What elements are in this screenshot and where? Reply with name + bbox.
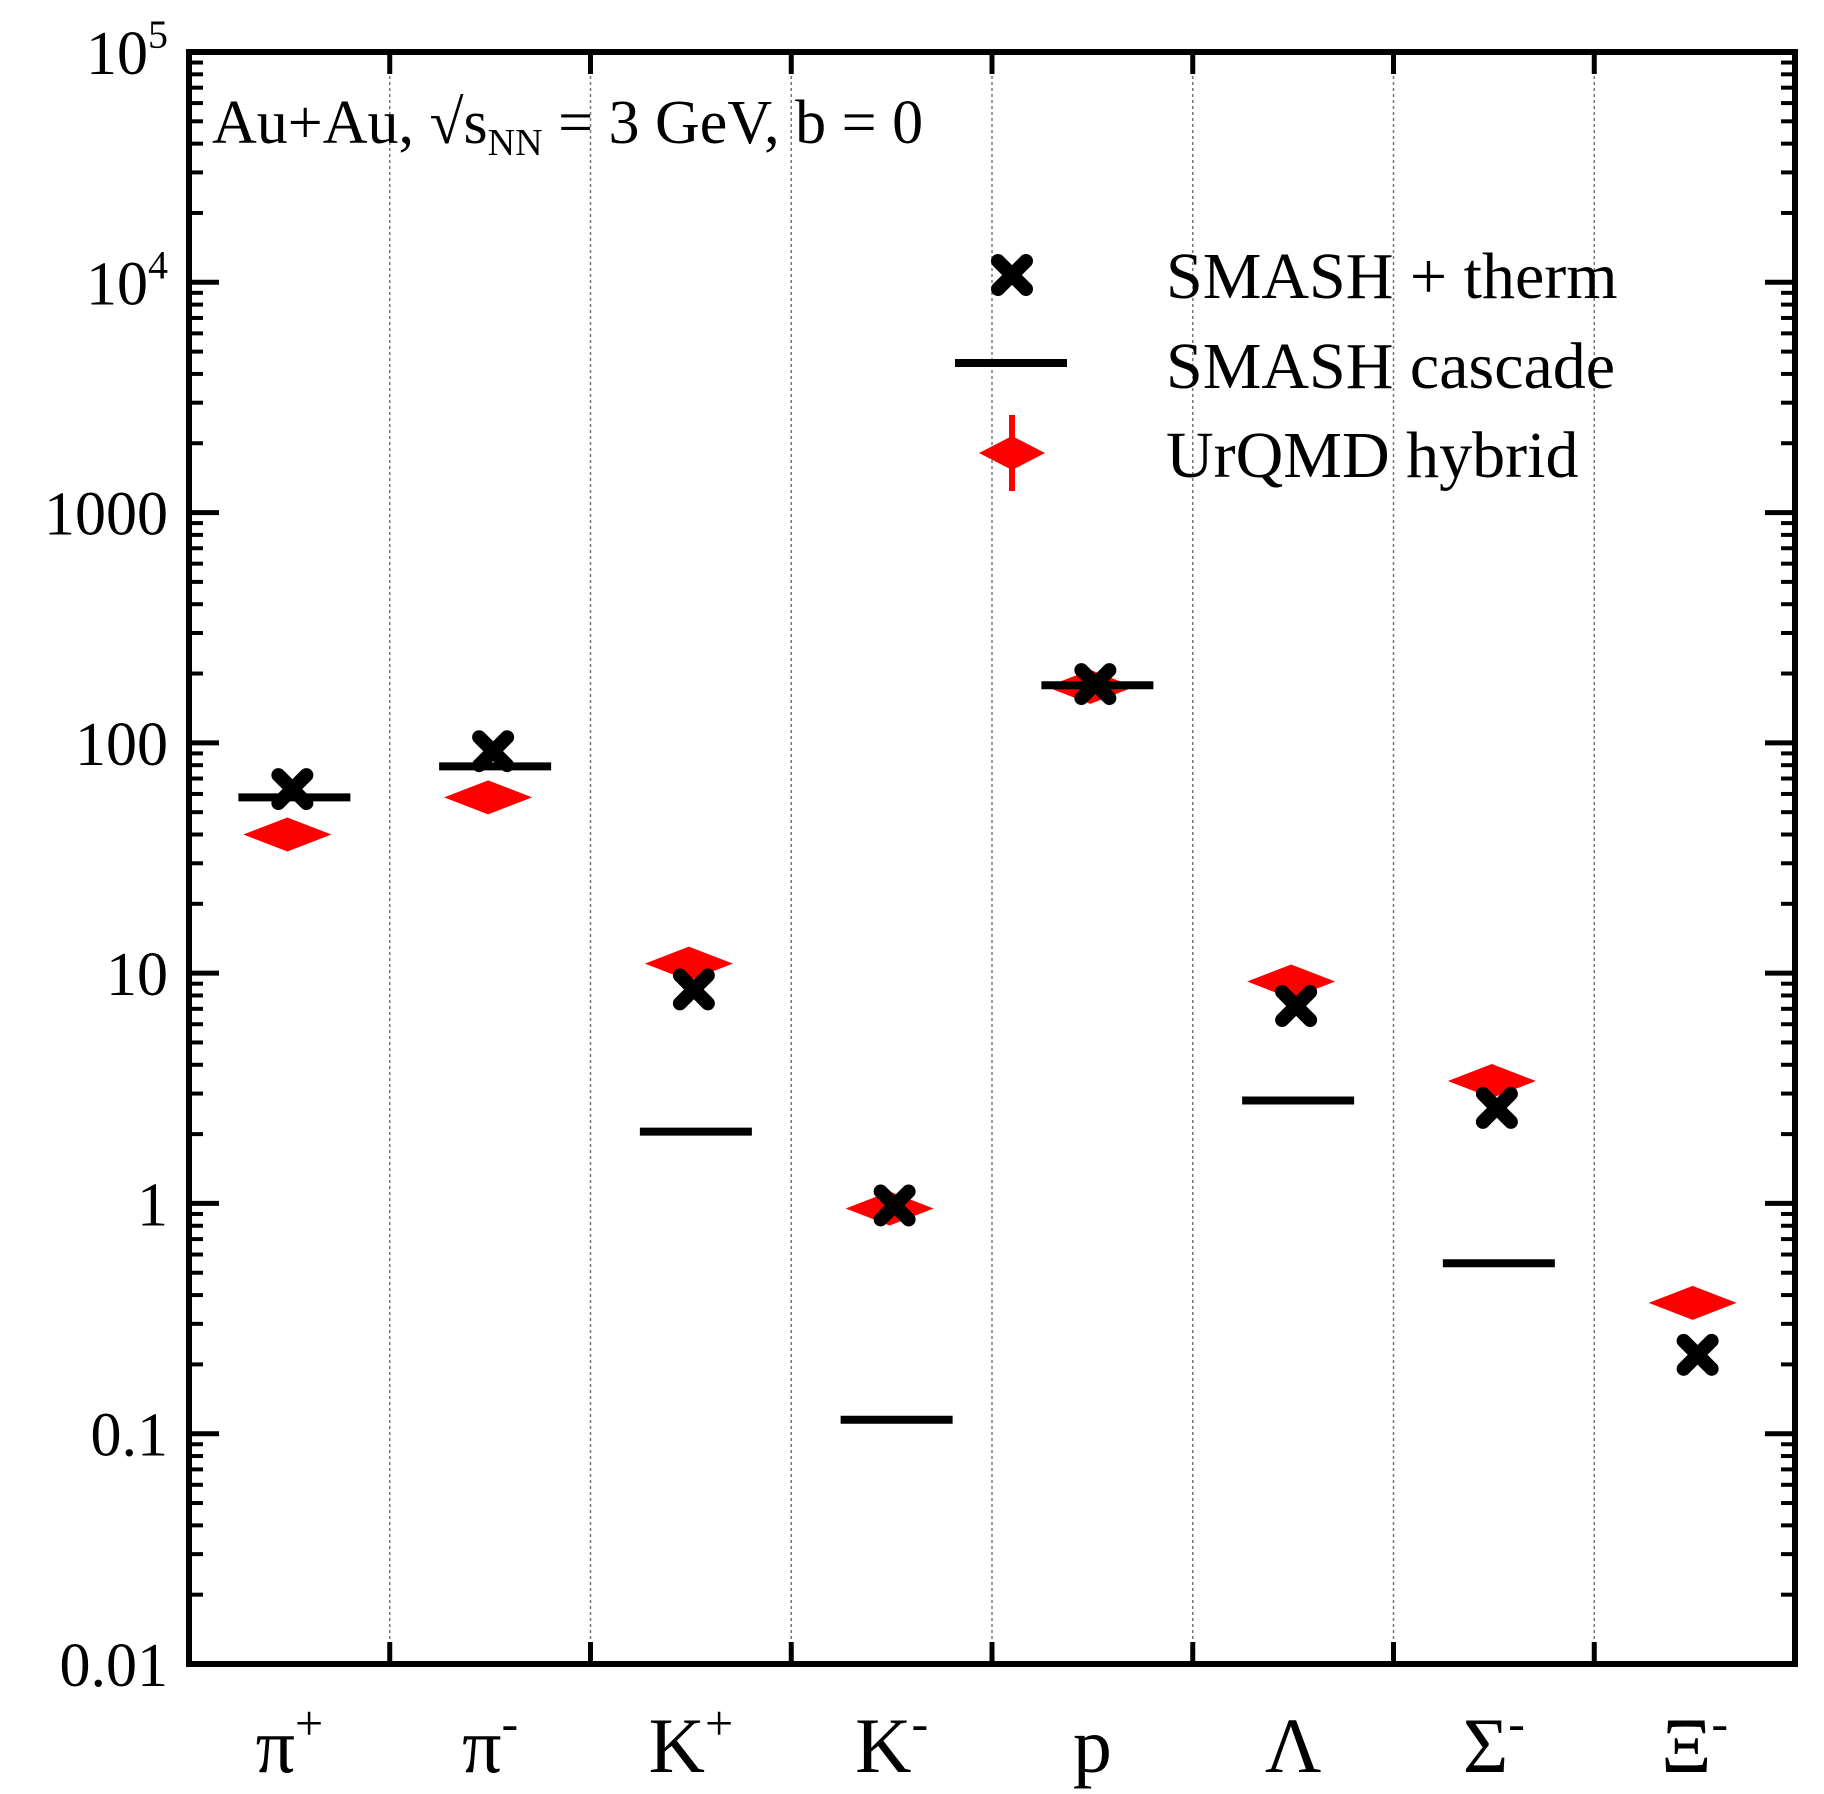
smash-therm-point — [1676, 1333, 1719, 1376]
smash-therm-point — [1275, 984, 1318, 1027]
legend-entry-smash-therm: SMASH + therm — [991, 240, 1618, 313]
urqmd-hybrid-point — [1648, 1285, 1737, 1320]
annotation-prefix: Au+Au, √s — [212, 89, 488, 157]
x-tick-label: K+ — [649, 1695, 734, 1789]
smash-therm-point — [873, 1184, 916, 1227]
legend-label-urqmd-hybrid: UrQMD hybrid — [1166, 419, 1578, 492]
y-tick-label: 10 — [106, 941, 168, 1009]
legend-label-smash-therm: SMASH + therm — [1166, 240, 1618, 313]
grid-lines — [389, 52, 1595, 1664]
legend-marker-diamond — [979, 415, 1045, 491]
y-tick-label: 1 — [137, 1171, 168, 1239]
y-tick-label: 100 — [75, 711, 168, 779]
y-tick-label: 105 — [86, 12, 168, 88]
annotation-text: Au+Au, √sNN = 3 GeV, b = 0 — [212, 89, 923, 164]
data-marks — [238, 663, 1737, 1424]
y-tick-label: 1000 — [44, 481, 168, 549]
y-tick-label: 0.1 — [91, 1402, 169, 1470]
annotation-suffix: = 3 GeV, b = 0 — [543, 89, 924, 157]
smash-therm-point — [271, 768, 314, 811]
legend-label-smash-cascade: SMASH cascade — [1166, 330, 1615, 403]
x-tick-label: π+ — [256, 1695, 324, 1789]
x-tick-label: K- — [855, 1695, 928, 1789]
legend-entry-smash-cascade: SMASH cascade — [955, 330, 1615, 403]
x-tick-label: Ξ- — [1661, 1695, 1728, 1789]
legend-marker-x — [991, 254, 1033, 296]
urqmd-hybrid-point — [243, 817, 332, 852]
smash-therm-point — [472, 730, 515, 773]
urqmd-hybrid-point — [444, 780, 533, 815]
x-tick-label: Σ- — [1463, 1695, 1525, 1789]
y-tick-label: 104 — [86, 242, 168, 318]
x-tick-label: p — [1073, 1702, 1112, 1789]
legend-entry-urqmd-hybrid: UrQMD hybrid — [979, 415, 1578, 492]
smash-therm-point — [672, 968, 715, 1011]
smash-therm-point — [1074, 663, 1117, 706]
x-tick-label: Λ — [1265, 1702, 1322, 1789]
y-tick-labels: 0.01 0.1 1 10 100 1000 104 105 — [44, 12, 168, 1700]
legend: SMASH + therm SMASH cascade UrQMD hybrid — [955, 240, 1618, 492]
x-tick-labels: π+ π- K+ K-p Λ Σ- Ξ- — [256, 1695, 1728, 1789]
smash-therm-point — [1475, 1086, 1518, 1129]
y-tick-label: 0.01 — [60, 1632, 169, 1700]
x-tick-label: π- — [462, 1695, 518, 1789]
plot-frame — [186, 49, 1798, 1667]
annotation-subscript: NN — [488, 122, 543, 164]
